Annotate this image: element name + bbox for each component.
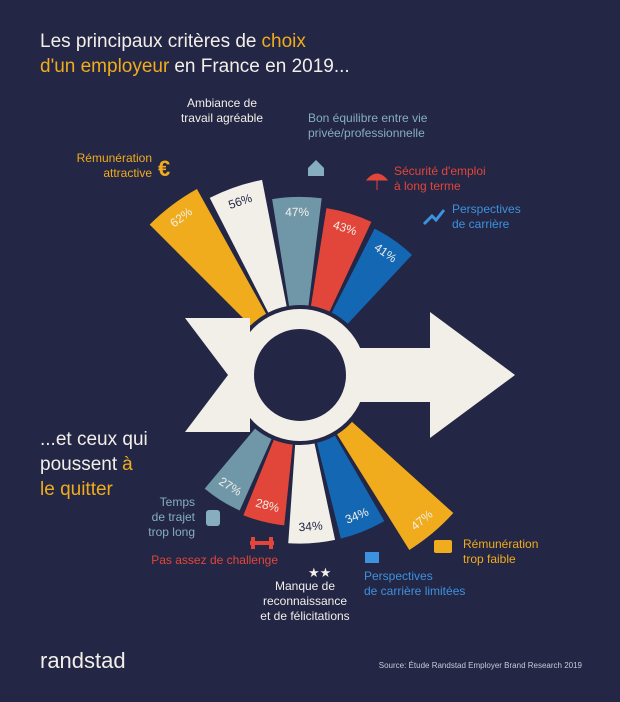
icon [365, 552, 379, 563]
item-label: Rémunération [463, 537, 538, 551]
wedges: 62%56%47%43%41%27%28%34% 34% 47% [149, 179, 454, 550]
value-label: 28% [254, 496, 281, 515]
wedge [149, 189, 267, 326]
item-label: reconnaissance [263, 594, 347, 608]
item-label: trop faible [463, 552, 516, 566]
item-label: Pas assez de challenge [151, 553, 278, 567]
heading-line: poussent à [40, 454, 133, 475]
wedge [331, 228, 413, 324]
title-text: Les principaux critères de [40, 31, 257, 52]
item-label: trop long [148, 525, 195, 539]
wedge [337, 421, 454, 550]
title-highlight: d'un employeur [40, 56, 170, 77]
item-label: Manque de [275, 579, 335, 593]
icon [365, 173, 389, 190]
item-label: et de félicitations [260, 609, 349, 623]
title-line: d'un employeur en France en 2019... [40, 56, 350, 77]
icon [434, 540, 452, 553]
icon: € [158, 156, 170, 181]
item-label: privée/professionnelle [308, 126, 425, 140]
item-label: de carrière limitées [364, 584, 465, 598]
heading-highlight: à [122, 454, 133, 475]
wedge [272, 196, 322, 306]
value-label: 34% [298, 519, 323, 535]
icon: ★★ [308, 565, 331, 580]
wedge [310, 208, 372, 312]
heading-line: ...et ceux qui [40, 429, 148, 450]
item-label: Perspectives [452, 202, 521, 216]
item-label: à long terme [394, 179, 461, 193]
wedge [243, 439, 293, 526]
icon [250, 537, 274, 549]
heading-text: poussent [40, 454, 118, 475]
title-highlight: choix [262, 31, 307, 52]
icons: € ★★ [158, 156, 452, 580]
item-label: Ambiance de [187, 96, 257, 110]
item-label: travail agréable [181, 111, 263, 125]
item-label: Sécurité d'emploi [394, 164, 486, 178]
wedge [316, 435, 385, 539]
wedge [288, 443, 336, 544]
value-label: 43% [331, 218, 358, 239]
icon [422, 209, 446, 226]
item-label: Perspectives [364, 569, 433, 583]
logo: randstad [40, 648, 126, 673]
title-line: Les principaux critères de choix [40, 31, 306, 52]
wedge [209, 179, 287, 313]
item-label: Bon équilibre entre vie [308, 111, 428, 125]
icon [206, 510, 220, 526]
value-label: 47% [285, 205, 310, 219]
item-label: de carrière [452, 217, 510, 231]
wedge [204, 428, 272, 511]
source: Source: Étude Randstad Employer Brand Re… [379, 661, 583, 670]
item-label: Temps [160, 495, 195, 509]
heading-line: le quitter [40, 479, 114, 500]
item-label: Rémunération [77, 151, 152, 165]
item-label: de trajet [152, 510, 196, 524]
item-label: attractive [103, 166, 152, 180]
title-text: en France en 2019... [174, 56, 349, 77]
icon [308, 160, 324, 176]
ring [234, 309, 366, 441]
